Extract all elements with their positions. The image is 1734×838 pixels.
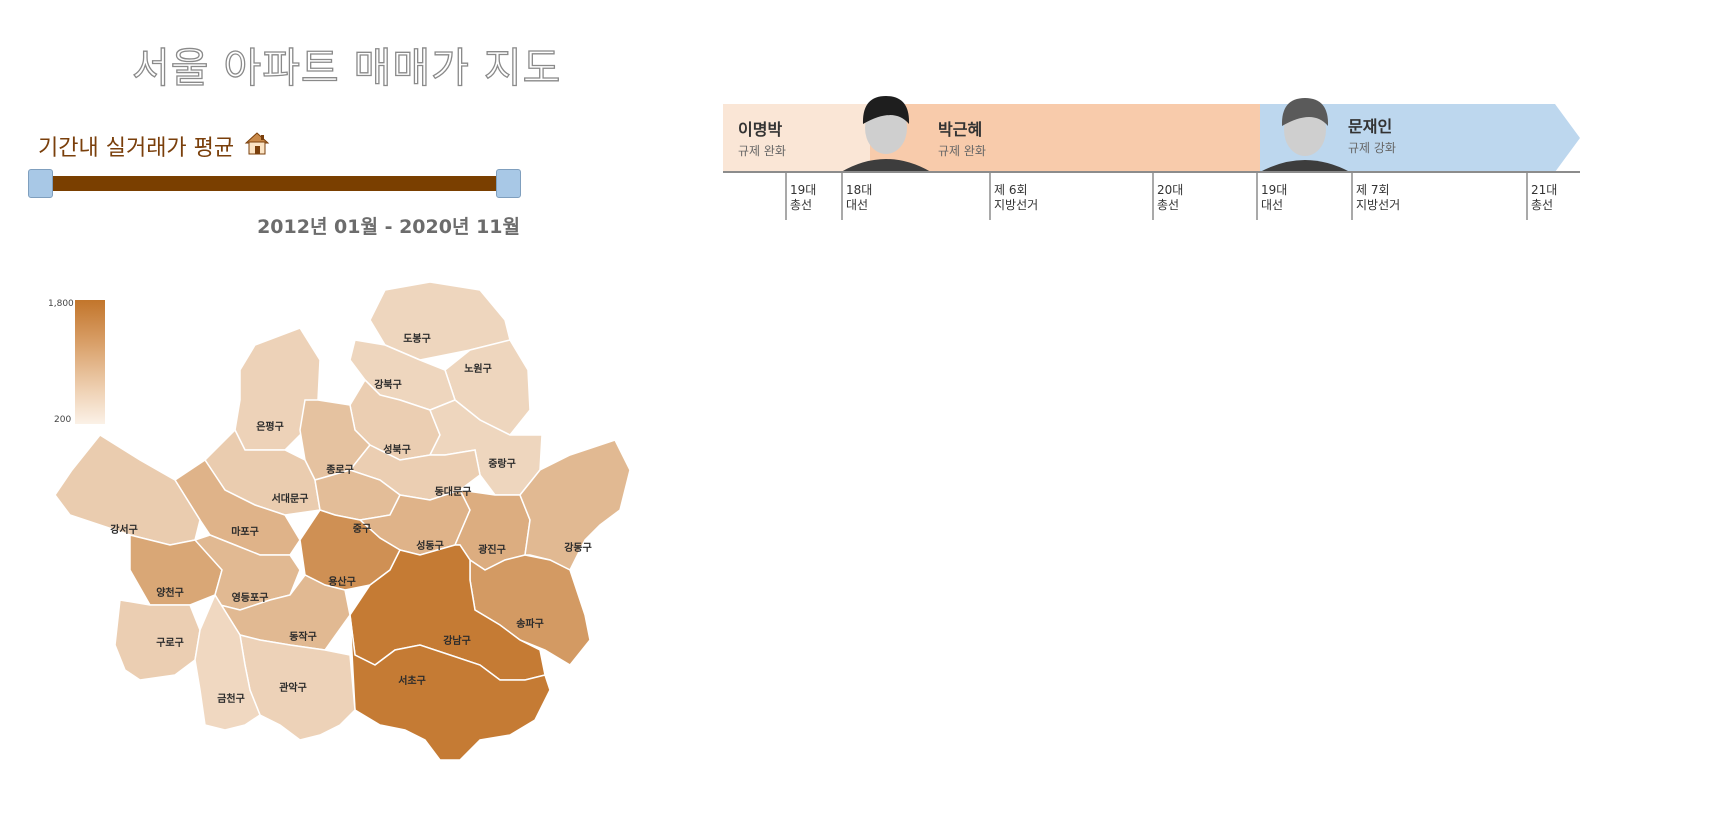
slider-end-handle[interactable] [496,169,521,198]
district-label: 종로구 [326,464,354,476]
event-label-line1: 21대 [1531,183,1557,197]
district-label: 송파구 [516,617,544,630]
event-label-line1: 제 6회 [994,183,1028,197]
president-term-band [870,104,1260,172]
president-name: 이명박 [738,120,782,139]
district-label: 광진구 [478,543,506,556]
president-term-band [1260,104,1580,172]
district-label: 노원구 [464,362,492,375]
district-label: 금천구 [217,692,245,705]
district-label: 동작구 [289,630,317,643]
date-range-text: 2012년 01월 - 2020년 11월 [257,216,520,238]
district-label: 서대문구 [272,492,309,505]
district-label: 중구 [353,523,371,535]
page-title: 서울 아파트 매매가 지도 [131,43,562,92]
event-label-line1: 19대 [1261,183,1287,197]
event-label-line2: 대선 [846,198,868,212]
house-icon [244,132,270,155]
district-label: 양천구 [156,586,184,599]
district-label: 성동구 [416,539,444,552]
district-24[interactable] [194,593,261,731]
district-label: 중랑구 [488,458,516,470]
district-label: 동대문구 [435,485,472,498]
district-label: 구로구 [156,637,184,649]
district-22[interactable] [349,614,551,761]
event-label-line2: 지방선거 [1356,198,1400,212]
president-name: 박근혜 [938,120,982,139]
president-portrait [841,96,931,172]
district-label: 강동구 [564,541,592,554]
president-term-band [723,104,870,172]
event-label-line2: 총선 [790,198,812,212]
district-label: 마포구 [231,525,259,538]
color-legend-bar [75,300,105,424]
district-label: 성북구 [383,443,411,456]
president-policy: 규제 강화 [1348,141,1396,155]
event-label-line1: 18대 [846,183,872,197]
event-label-line2: 총선 [1531,198,1553,212]
slider-start-handle[interactable] [28,169,53,198]
district-label: 관악구 [279,681,307,694]
district-label: 서초구 [398,674,426,687]
event-label-line1: 제 7회 [1356,183,1390,197]
district-label: 영등포구 [232,591,269,604]
legend-min-label: 200 [54,415,72,425]
event-label-line2: 대선 [1261,198,1283,212]
period-label: 기간내 실거래가 평균 [38,136,235,161]
district-21[interactable] [114,599,201,681]
president-policy: 규제 완화 [938,144,986,158]
legend-max-label: 1,800 [48,299,74,309]
district-label: 도봉구 [403,333,431,345]
event-label-line1: 20대 [1157,183,1183,197]
district-label: 강서구 [110,523,138,536]
event-label-line2: 총선 [1157,198,1179,212]
event-label-line1: 19대 [790,183,816,197]
district-label: 강북구 [374,378,402,391]
district-label: 강남구 [443,634,471,647]
district-6[interactable] [428,399,543,496]
district-label: 용산구 [328,575,356,588]
president-portrait [1260,98,1350,172]
president-name: 문재인 [1348,117,1392,136]
president-policy: 규제 완화 [738,144,786,158]
event-label-line2: 지방선거 [994,198,1038,212]
district-label: 은평구 [256,420,284,433]
date-range-slider-track[interactable] [40,176,502,191]
